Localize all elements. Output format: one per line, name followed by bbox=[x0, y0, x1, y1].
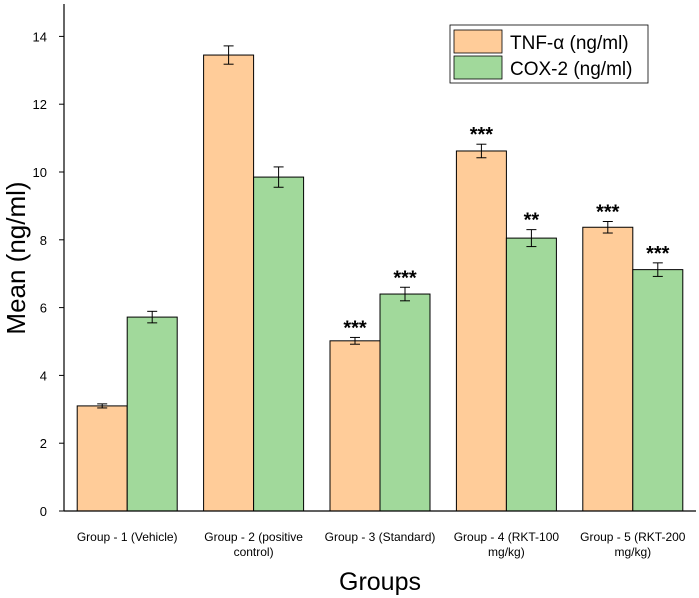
x-category-label: Group - 5 (RKT-200 mg/kg) bbox=[580, 530, 686, 559]
y-tick-label: 10 bbox=[33, 165, 47, 180]
y-tick-label: 0 bbox=[40, 504, 47, 519]
legend-swatch-cox bbox=[453, 55, 503, 80]
legend-label-cox: COX-2 (ng/ml) bbox=[510, 59, 632, 80]
x-axis-title: Groups bbox=[339, 568, 421, 596]
significance-label: *** bbox=[393, 267, 417, 289]
y-tick-label: 14 bbox=[33, 29, 47, 44]
y-tick-label: 8 bbox=[40, 233, 47, 248]
y-ticks: 0 2 4 6 8 10 12 14 bbox=[33, 29, 64, 519]
bar-tnf bbox=[329, 340, 381, 512]
y-tick-label: 6 bbox=[40, 301, 47, 316]
bar-cox bbox=[253, 176, 305, 512]
legend-swatch-tnf bbox=[453, 29, 503, 54]
marks-layer: *********** ****** bbox=[76, 45, 684, 512]
significance-label: *** bbox=[596, 201, 620, 223]
significance-label: *** bbox=[646, 243, 670, 265]
significance-label: ** bbox=[524, 210, 540, 232]
legend-label-tnf: TNF-α (ng/ml) bbox=[510, 33, 629, 54]
bar-tnf bbox=[76, 405, 128, 512]
significance-label: *** bbox=[470, 124, 494, 146]
x-category-label: Group - 3 (Standard) bbox=[325, 530, 436, 544]
x-category-label: Group - 2 (positive control) bbox=[204, 530, 303, 559]
bar-tnf bbox=[455, 150, 507, 512]
bar-cox bbox=[505, 237, 557, 512]
x-category-label: Group - 4 (RKT-100 mg/kg) bbox=[454, 530, 560, 559]
bar-tnf bbox=[582, 226, 634, 512]
bar-cox bbox=[379, 293, 431, 512]
y-tick-label: 2 bbox=[40, 436, 47, 451]
bar-cox bbox=[632, 269, 684, 512]
significance-label: *** bbox=[343, 317, 367, 339]
x-labels: Group - 1 (Vehicle) Group - 2 (positive co… bbox=[77, 530, 686, 559]
legend: TNF-α (ng/ml) COX-2 (ng/ml) bbox=[449, 24, 649, 84]
y-tick-label: 12 bbox=[33, 97, 47, 112]
y-axis-title: Mean (ng/ml) bbox=[1, 181, 31, 334]
bar-cox bbox=[126, 316, 178, 512]
bar-tnf bbox=[203, 54, 255, 512]
x-category-label: Group - 1 (Vehicle) bbox=[77, 530, 178, 544]
y-tick-label: 4 bbox=[40, 368, 47, 383]
